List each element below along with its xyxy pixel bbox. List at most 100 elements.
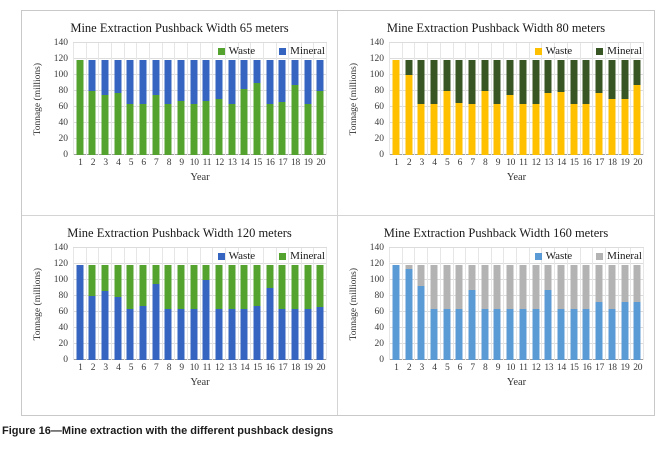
bar-segment-waste (532, 308, 540, 360)
bar-segment-mineral (190, 59, 198, 104)
x-tick-label: 4 (432, 363, 437, 373)
stacked-bar (570, 59, 578, 155)
y-tick-label: 140 (369, 37, 384, 48)
bar-segment-mineral (557, 264, 565, 309)
bar-segment-waste (190, 308, 198, 360)
stacked-bar (455, 59, 463, 155)
bar-segment-waste (202, 280, 210, 360)
stacked-bar (582, 264, 590, 360)
bar-segment-waste (114, 296, 122, 360)
bar-segment-waste (88, 91, 96, 155)
y-tick-label: 140 (53, 242, 68, 253)
category-column (441, 248, 454, 360)
bar-segment-waste (392, 264, 400, 360)
x-tick-label: 17 (595, 158, 605, 168)
x-tick-label: 5 (444, 158, 450, 168)
bar-segment-mineral (455, 264, 463, 309)
bar-segment-mineral (519, 264, 527, 309)
x-tick-label: 11 (202, 363, 212, 373)
bar-segment-waste (595, 93, 603, 155)
bar-segment-waste (544, 93, 552, 155)
category-column (87, 248, 100, 360)
x-tick-label: 14 (240, 158, 250, 168)
category-column (606, 43, 619, 155)
category-column (188, 248, 201, 360)
bar-segment-mineral (177, 59, 185, 102)
stacked-bar (443, 264, 451, 360)
bar-segment-mineral (291, 264, 299, 309)
category-column (277, 43, 290, 155)
stacked-bar (468, 264, 476, 360)
bar-segment-mineral (468, 59, 476, 104)
legend-swatch (596, 252, 604, 260)
bar-segment-waste (278, 102, 286, 155)
stacked-bar (519, 59, 527, 155)
legend-label: Waste (545, 45, 573, 57)
legend-swatch (217, 252, 225, 260)
bar-segment-waste (570, 103, 578, 155)
bar-segment-mineral (240, 59, 248, 90)
x-tick-label: 16 (582, 158, 592, 168)
bar-segment-mineral (139, 264, 147, 306)
x-tick-label: 6 (457, 158, 463, 168)
category-column (441, 43, 454, 155)
legend-item-waste: Waste (217, 45, 255, 57)
legend-label: Mineral (607, 45, 642, 57)
category-column (175, 248, 188, 360)
x-tick-label: 5 (128, 158, 134, 168)
stacked-bar (493, 59, 501, 155)
category-column (239, 248, 252, 360)
y-axis-label: Tonnage (millions) (33, 62, 44, 136)
bar-segment-waste (177, 308, 185, 360)
legend-swatch (279, 252, 287, 260)
y-axis-label-wrap: Tonnage (millions) (32, 248, 46, 360)
bar-segment-waste (266, 288, 274, 360)
x-tick-label: 2 (406, 158, 412, 168)
category-column (619, 43, 632, 155)
bar-segment-waste (633, 301, 641, 360)
x-axis-ticks: 1 2 3 4 5 6 7 8 9 10 11 12 13 14 15 16 17 18 19 20 (389, 363, 644, 373)
plot-area: Waste Mineral (73, 247, 328, 360)
y-tick-label: 140 (53, 37, 68, 48)
category-column (239, 43, 252, 155)
y-axis-ticks: 0 20 40 60 80 100 120 140 (362, 38, 389, 159)
y-tick-label: 60 (374, 101, 385, 112)
x-tick-label: 6 (141, 158, 146, 168)
bar-segment-mineral (177, 264, 185, 309)
stacked-bar (304, 264, 312, 360)
stacked-bar (101, 59, 109, 155)
x-tick-label: 12 (531, 363, 541, 373)
category-column (390, 43, 403, 155)
plot-column: Waste Mineral 1 2 3 4 5 6 7 8 9 10 11 12 13 14 15 16 17 1… (73, 42, 328, 183)
bar-segment-waste (304, 308, 312, 360)
stacked-bar (202, 59, 210, 155)
category-column (150, 43, 163, 155)
y-tick-label: 80 (58, 290, 69, 301)
category-column (251, 43, 264, 155)
bar-segment-mineral (506, 59, 514, 95)
stacked-bar (493, 264, 501, 360)
gridline (389, 247, 644, 248)
bar-segment-waste (316, 307, 324, 360)
x-tick-label: 3 (103, 363, 108, 373)
x-tick-label: 7 (154, 363, 159, 373)
category-column (213, 248, 226, 360)
bar-segment-mineral (493, 59, 501, 104)
x-tick-label: 1 (78, 158, 83, 168)
y-tick-label: 100 (369, 69, 384, 80)
legend-label: Waste (545, 250, 573, 262)
bar-segment-mineral (190, 264, 198, 309)
bar-segment-waste (405, 75, 413, 155)
y-axis-ticks: 0 20 40 60 80 100 120 140 (46, 38, 73, 159)
category-column (302, 43, 315, 155)
x-tick-label: 20 (316, 363, 326, 373)
bar-segment-mineral (608, 59, 616, 99)
category-column (302, 248, 315, 360)
category-column (125, 43, 138, 155)
category-column (99, 248, 112, 360)
legend-swatch (217, 47, 225, 55)
bar-segment-mineral (570, 59, 578, 104)
legend-item-mineral: Mineral (596, 250, 642, 262)
stacked-bar (88, 59, 96, 155)
bar-segment-waste (228, 103, 236, 155)
